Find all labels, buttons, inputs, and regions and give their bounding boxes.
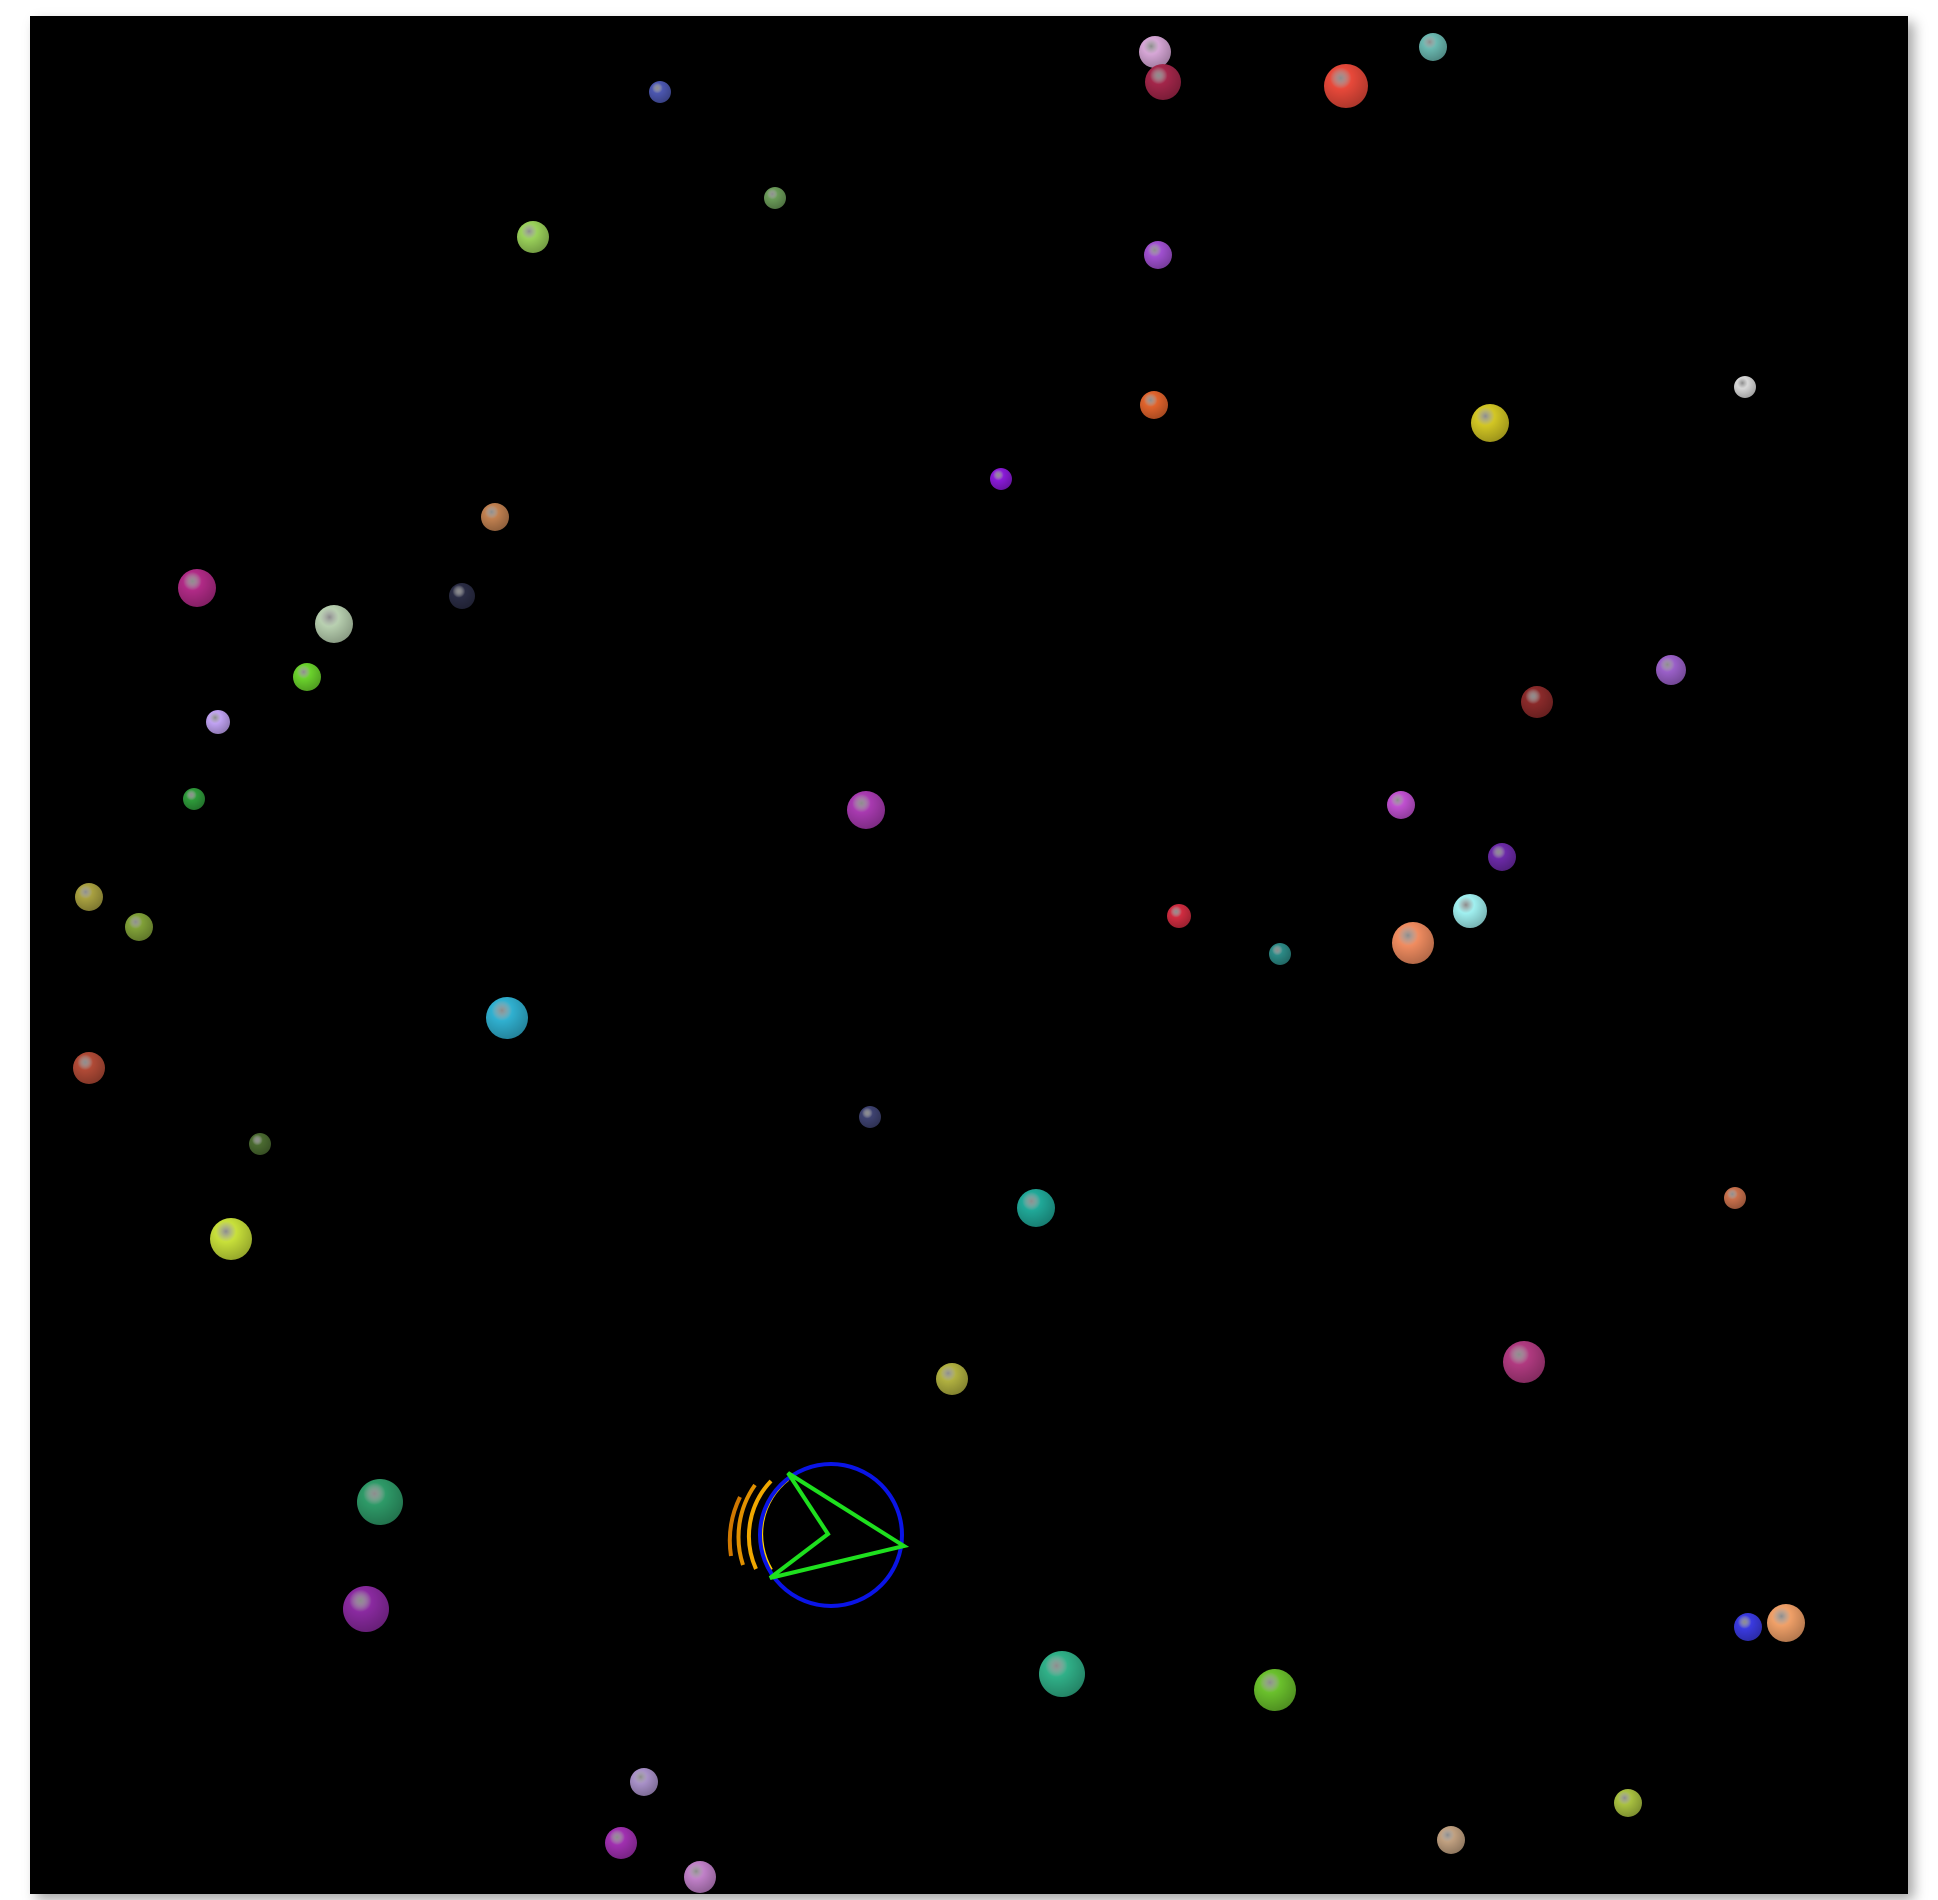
orb	[73, 1052, 105, 1084]
orb	[936, 1363, 968, 1395]
ship-shield-ring	[758, 1462, 904, 1608]
space-background	[30, 16, 1908, 1894]
orb	[1324, 64, 1368, 108]
orb	[449, 583, 475, 609]
orb	[1140, 391, 1168, 419]
orb	[1392, 922, 1434, 964]
orb	[1269, 943, 1291, 965]
orb	[517, 221, 549, 253]
orb	[1767, 1604, 1805, 1642]
orb	[1139, 36, 1171, 68]
orb	[684, 1861, 716, 1893]
orb	[649, 81, 671, 103]
thruster-flame-icon	[727, 1496, 742, 1557]
orb	[1167, 904, 1191, 928]
orb	[75, 883, 103, 911]
orb	[847, 791, 885, 829]
thruster-flame-icon	[736, 1483, 757, 1566]
orb	[1144, 241, 1172, 269]
orb	[178, 569, 216, 607]
orb	[1521, 686, 1553, 718]
orb	[1387, 791, 1415, 819]
orb	[1503, 1341, 1545, 1383]
orb	[343, 1586, 389, 1632]
thruster-flame-icon	[746, 1479, 773, 1570]
orb	[1614, 1789, 1642, 1817]
orb	[1656, 655, 1686, 685]
orb	[1145, 64, 1181, 100]
orb	[210, 1218, 252, 1260]
orb	[357, 1479, 403, 1525]
player-ship[interactable]	[727, 1462, 910, 1608]
orb	[1734, 376, 1756, 398]
orb	[764, 187, 786, 209]
orb	[990, 468, 1012, 490]
orb	[481, 503, 509, 531]
orb	[1437, 1826, 1465, 1854]
orb	[605, 1827, 637, 1859]
orb	[1254, 1669, 1296, 1711]
ship-hull-arrow-icon	[768, 1471, 910, 1580]
orb	[125, 913, 153, 941]
orb	[1471, 404, 1509, 442]
orb	[859, 1106, 881, 1128]
orb	[486, 997, 528, 1039]
game-canvas[interactable]	[30, 16, 1908, 1894]
orb	[1488, 843, 1516, 871]
orb	[293, 663, 321, 691]
orb	[1017, 1189, 1055, 1227]
orb	[315, 605, 353, 643]
orb	[630, 1768, 658, 1796]
orb	[1419, 33, 1447, 61]
orb	[1734, 1613, 1762, 1641]
orb-field	[73, 33, 1805, 1893]
orb	[1039, 1651, 1085, 1697]
orb	[249, 1133, 271, 1155]
orb	[206, 710, 230, 734]
orb	[1724, 1187, 1746, 1209]
orb	[1453, 894, 1487, 928]
orb	[183, 788, 205, 810]
game-playfield[interactable]	[30, 16, 1908, 1894]
